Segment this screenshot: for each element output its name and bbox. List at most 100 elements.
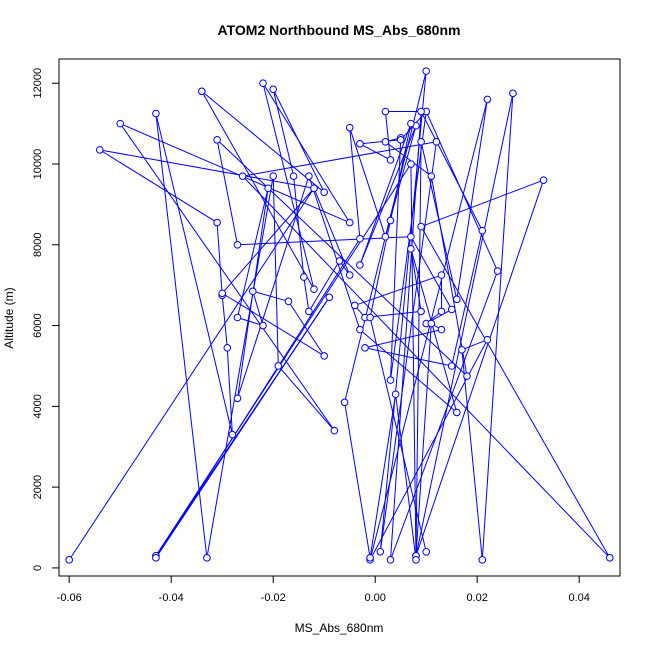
series-segment	[102, 149, 311, 189]
data-point	[381, 107, 390, 116]
series-segment	[410, 167, 417, 557]
series-segment	[370, 397, 396, 555]
series-segment	[380, 74, 427, 549]
data-point	[213, 135, 221, 144]
data-point	[386, 216, 395, 225]
data-point	[238, 172, 247, 180]
series-segment	[349, 130, 361, 236]
x-tick-label: -0.06	[57, 592, 82, 604]
series-segment	[310, 263, 339, 309]
series-segment	[456, 102, 488, 297]
series-segment	[415, 145, 422, 553]
series-segment	[123, 124, 347, 222]
series-segment	[380, 145, 437, 549]
data-point	[422, 67, 431, 75]
data-point	[213, 218, 221, 227]
data-point	[310, 184, 318, 193]
data-point	[366, 313, 374, 322]
x-axis-label: MS_Abs_680nm	[295, 621, 384, 635]
data-point	[478, 556, 487, 564]
series-segment	[264, 85, 349, 221]
series-segment	[390, 126, 411, 218]
series-segment	[390, 114, 422, 557]
y-tick-label: 6000	[32, 313, 44, 337]
data-point	[340, 398, 349, 407]
series-segment	[274, 92, 324, 190]
data-point	[356, 234, 364, 243]
series-segment	[390, 114, 427, 377]
data-point	[223, 343, 232, 352]
x-tick-label: 0.00	[364, 592, 385, 604]
series-segment	[240, 318, 261, 326]
series-segment	[157, 299, 328, 556]
data-point	[483, 95, 492, 104]
series-segment	[226, 351, 233, 432]
data-point	[417, 107, 425, 116]
series-segment	[368, 347, 449, 366]
series-segment	[156, 116, 233, 432]
data-point	[152, 554, 160, 562]
series-segment	[253, 294, 263, 323]
plot-frame	[58, 58, 621, 577]
data-point	[356, 325, 364, 334]
series-segment	[280, 368, 333, 429]
data-point	[198, 87, 206, 96]
y-tick-label: 4000	[32, 394, 44, 418]
data-point	[381, 138, 390, 146]
series-segment	[422, 114, 482, 228]
data-point	[493, 267, 502, 275]
data-point	[437, 325, 446, 334]
data-point	[233, 394, 242, 403]
series-segment	[293, 179, 304, 274]
data-point	[407, 160, 415, 168]
x-tick-label: -0.02	[261, 592, 286, 604]
data-point	[483, 335, 492, 344]
data-point	[412, 556, 420, 564]
series-segment	[395, 397, 417, 557]
y-axis-label: Altitude (m)	[2, 287, 16, 348]
series-segment	[222, 298, 228, 345]
data-point	[606, 554, 614, 562]
data-point	[351, 301, 359, 310]
x-tick-label: -0.04	[159, 592, 184, 604]
series-segment	[482, 96, 514, 557]
data-point	[203, 554, 211, 562]
series-segment	[206, 179, 274, 555]
data-point	[274, 362, 283, 370]
data-point	[259, 321, 267, 330]
data-point	[396, 135, 405, 144]
data-point	[300, 273, 308, 281]
series-segment	[344, 405, 371, 555]
data-point	[330, 426, 339, 435]
data-point	[422, 547, 431, 556]
data-point	[305, 172, 313, 180]
data-point	[116, 119, 124, 128]
series-segment	[433, 324, 439, 329]
data-point	[289, 172, 298, 180]
data-point	[391, 390, 400, 399]
y-axis: 0 2000 4000 6000 8000 10000 12000	[32, 68, 59, 571]
x-axis: -0.06 -0.04 -0.02 0.00 0.02 0.04	[57, 576, 590, 604]
data-point	[427, 319, 436, 328]
series-segment	[363, 139, 398, 144]
data-point	[381, 232, 390, 241]
data-point	[437, 307, 446, 316]
series-segment	[422, 229, 609, 556]
series-segment	[461, 353, 483, 557]
data-point	[386, 156, 395, 164]
data-point	[345, 271, 354, 279]
series-segment	[70, 190, 313, 558]
y-tick-label: 10000	[32, 149, 44, 180]
data-point	[447, 362, 456, 370]
data-point	[325, 293, 334, 302]
series-segment	[362, 144, 388, 159]
series-segment	[391, 273, 497, 557]
series-segment	[273, 92, 294, 174]
series-segment	[416, 183, 543, 553]
data-point	[407, 232, 415, 241]
data-point	[417, 222, 425, 231]
data-point	[335, 257, 344, 265]
data-point	[259, 79, 267, 88]
series-segment	[263, 86, 314, 287]
series-segment	[121, 126, 333, 429]
